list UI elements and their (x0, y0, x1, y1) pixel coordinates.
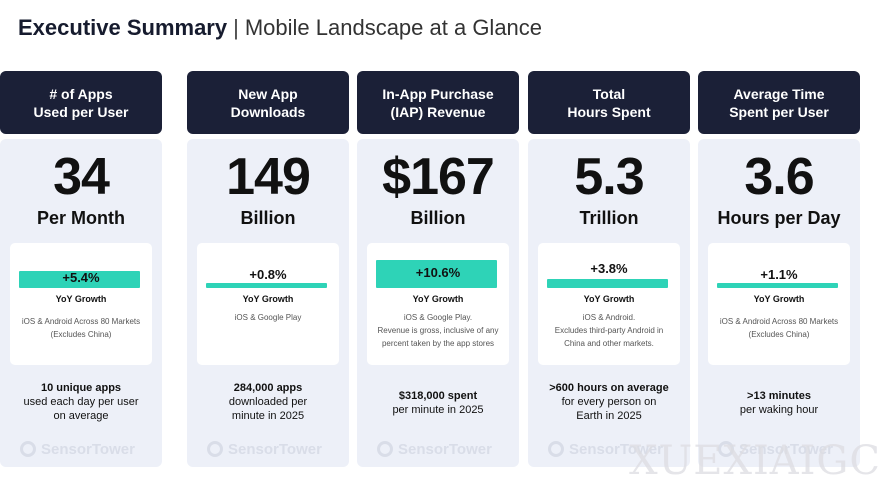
footer-text: for every person on Earth in 2025 (561, 396, 657, 422)
metric-body: 5.3 Trillion +3.8% YoY Growth iOS & Andr… (528, 139, 690, 467)
metric-value: $167 (382, 148, 495, 206)
metric-header: In-App Purchase (IAP) Revenue (357, 71, 519, 134)
brand-name: SensorTower (569, 440, 663, 458)
growth-note: iOS & Google Play. Revenue is gross, inc… (377, 313, 499, 348)
metric-header: New App Downloads (187, 71, 349, 134)
metric-value: 149 (226, 148, 311, 206)
growth-label: YoY Growth (753, 294, 805, 304)
metric-header: Average Time Spent per User (698, 71, 860, 134)
growth-label: YoY Growth (55, 294, 107, 304)
growth-percent: +3.8% (590, 261, 628, 276)
brand-watermark: SensorTower (207, 439, 322, 459)
metric-footer: 10 unique apps used each day per user on … (6, 381, 156, 423)
growth-label: YoY Growth (242, 294, 294, 304)
metric-unit: Hours per Day (717, 208, 841, 228)
metric-body: 34 Per Month +5.4% YoY Growth iOS & Andr… (0, 139, 162, 467)
growth-card: +10.6% YoY Growth iOS & Google Play. Rev… (367, 243, 509, 365)
growth-bar (19, 271, 140, 288)
footer-text: per waking hour (739, 404, 819, 416)
page-title: Executive Summary | Mobile Landscape at a … (18, 14, 542, 42)
metric-body: 3.6 Hours per Day +1.1% YoY Growth iOS &… (698, 139, 860, 467)
footer-text: per minute in 2025 (392, 404, 484, 416)
growth-label: YoY Growth (583, 294, 635, 304)
growth-note: iOS & Android Across 80 Markets (Exclude… (21, 317, 141, 339)
footer-highlight: $318,000 spent (398, 390, 478, 402)
metric-header: Total Hours Spent (528, 71, 690, 134)
brand-watermark: SensorTower (20, 439, 135, 459)
growth-bar (717, 283, 838, 288)
metric-footer: $318,000 spent per minute in 2025 (363, 389, 513, 417)
brand-name: SensorTower (739, 440, 833, 458)
growth-percent: +5.4% (62, 270, 100, 285)
footer-highlight: >600 hours on average (549, 382, 669, 394)
brand-name: SensorTower (228, 440, 322, 458)
metric-footer: 284,000 apps downloaded per minute in 202… (193, 381, 343, 423)
title-main: Executive Summary (18, 15, 228, 40)
brand-watermark: SensorTower (718, 439, 833, 459)
sensortower-logo-icon (548, 441, 564, 457)
metric-unit: Billion (410, 208, 466, 228)
growth-card: +3.8% YoY Growth iOS & Android. Excludes… (538, 243, 680, 365)
growth-note: iOS & Android. Excludes third-party Andr… (554, 313, 664, 348)
growth-card: +1.1% YoY Growth iOS & Android Across 80… (708, 243, 850, 365)
metric-unit: Billion (240, 208, 296, 228)
growth-bar (547, 279, 668, 288)
metric-value: 5.3 (574, 148, 644, 206)
title-separator: | (233, 15, 239, 40)
sensortower-logo-icon (718, 441, 734, 457)
brand-watermark: SensorTower (548, 439, 663, 459)
brand-watermark: SensorTower (377, 439, 492, 459)
growth-card: +5.4% YoY Growth iOS & Android Across 80… (10, 243, 152, 365)
footer-highlight: >13 minutes (747, 390, 811, 402)
metric-unit: Per Month (37, 208, 125, 228)
metric-column-iap-revenue: In-App Purchase (IAP) Revenue $167 Billi… (357, 71, 519, 467)
growth-bar (206, 283, 327, 288)
metric-column-time-per-user: Average Time Spent per User 3.6 Hours pe… (698, 71, 860, 467)
growth-note: iOS & Google Play (234, 313, 302, 322)
metric-footer: >13 minutes per waking hour (704, 389, 854, 417)
footer-text: used each day per user on average (23, 396, 139, 422)
growth-label: YoY Growth (412, 294, 464, 304)
growth-bar (376, 260, 497, 288)
metric-column-downloads: New App Downloads 149 Billion +0.8% YoY … (187, 71, 349, 467)
growth-percent: +0.8% (249, 267, 287, 282)
metric-value: 34 (53, 148, 110, 206)
sensortower-logo-icon (20, 441, 36, 457)
metric-column-hours-spent: Total Hours Spent 5.3 Trillion +3.8% YoY… (528, 71, 690, 467)
sensortower-logo-icon (207, 441, 223, 457)
metric-body: 149 Billion +0.8% YoY Growth iOS & Googl… (187, 139, 349, 467)
metric-body: $167 Billion +10.6% YoY Growth iOS & Goo… (357, 139, 519, 467)
growth-card: +0.8% YoY Growth iOS & Google Play (197, 243, 339, 365)
title-subtitle: Mobile Landscape at a Glance (244, 15, 543, 40)
metric-footer: >600 hours on average for every person on… (534, 381, 684, 423)
metric-value: 3.6 (744, 148, 814, 206)
metric-unit: Trillion (579, 208, 639, 228)
footer-text: downloaded per minute in 2025 (228, 396, 308, 422)
growth-percent: +1.1% (760, 267, 798, 282)
growth-note: iOS & Android Across 80 Markets (Exclude… (719, 317, 839, 339)
metric-header: # of Apps Used per User (0, 71, 162, 134)
footer-highlight: 284,000 apps (233, 382, 303, 394)
xuexiaigc-watermark: XUEXIAIGC (629, 438, 881, 484)
brand-name: SensorTower (41, 440, 135, 458)
sensortower-logo-icon (377, 441, 393, 457)
brand-name: SensorTower (398, 440, 492, 458)
footer-highlight: 10 unique apps (40, 382, 122, 394)
growth-percent: +10.6% (415, 265, 461, 280)
metric-column-apps-per-user: # of Apps Used per User 34 Per Month +5.… (0, 71, 162, 467)
